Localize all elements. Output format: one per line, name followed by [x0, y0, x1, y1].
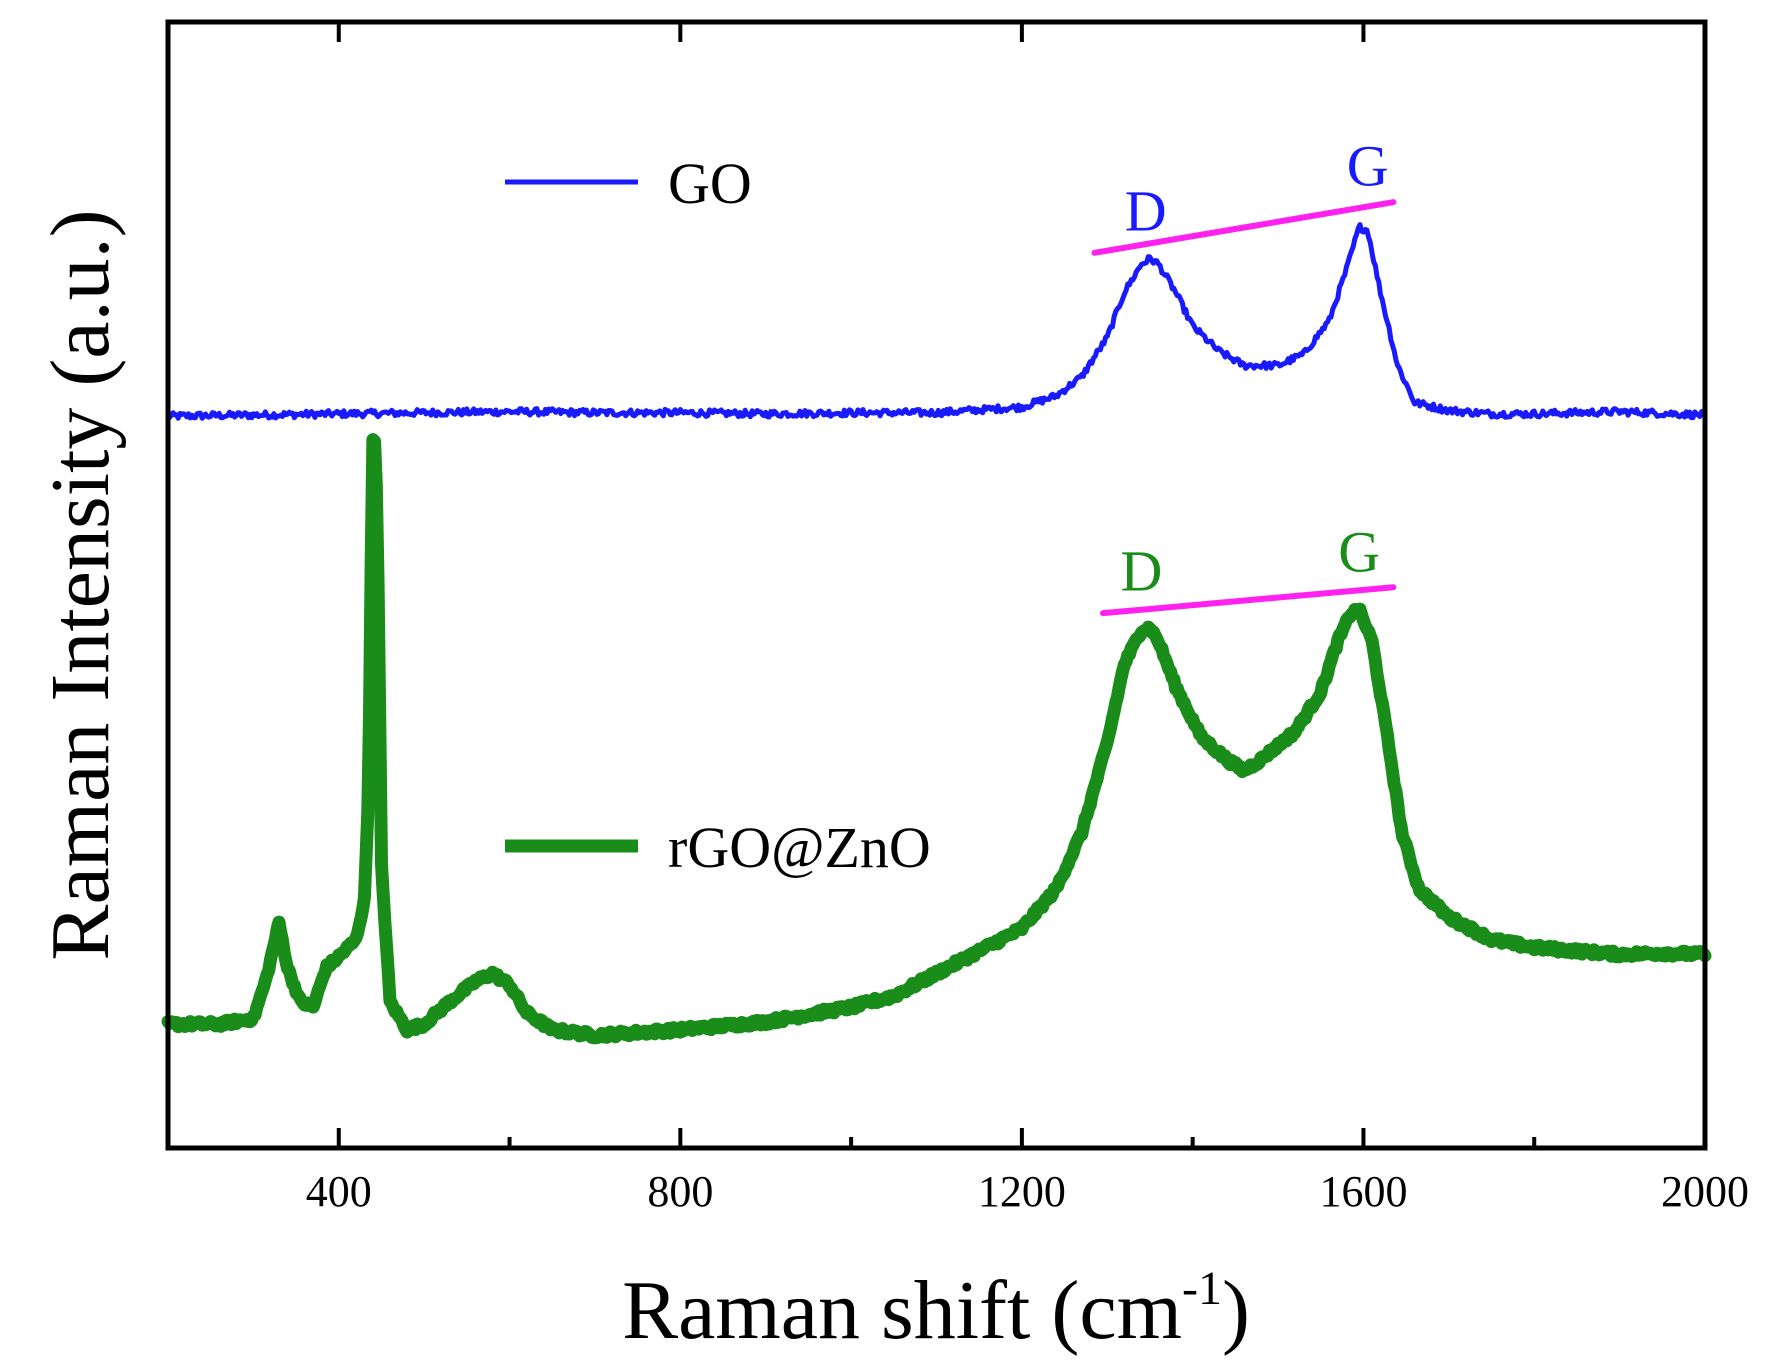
- series-line-go: [165, 222, 1708, 421]
- x-tick-label: 1200: [978, 1167, 1066, 1216]
- x-tick-label: 1600: [1319, 1167, 1407, 1216]
- legend-label-rgo-zno: rGO@ZnO: [668, 815, 931, 880]
- x-axis-title-superscript: -1: [1182, 1262, 1222, 1315]
- y-axis-title: Raman Intensity (a.u.): [34, 209, 127, 960]
- x-tick-label: 400: [306, 1167, 372, 1216]
- peak-label-g-2: G: [1347, 133, 1389, 198]
- x-tick-label: 2000: [1661, 1167, 1749, 1216]
- x-tick-label: 800: [647, 1167, 713, 1216]
- x-axis: 400 800 1200 1600 2000: [306, 22, 1749, 1216]
- x-axis-title-main: Raman shift (cm: [622, 1264, 1182, 1357]
- peak-label-d-1: D: [1125, 178, 1167, 243]
- legend-label-go: GO: [668, 151, 752, 216]
- series-line-rgo-zno: [161, 433, 1712, 1045]
- plot-area: D G D G: [161, 133, 1712, 1045]
- plot-frame: [165, 19, 1708, 1151]
- peak-label-d-3: D: [1120, 539, 1162, 604]
- peak-guide-line-2: [1100, 584, 1397, 617]
- peak-label-g-4: G: [1338, 519, 1380, 584]
- x-axis-title-close: ): [1222, 1264, 1250, 1357]
- legend: GO rGO@ZnO: [505, 151, 931, 880]
- peak-guide-line-1: [1091, 199, 1397, 256]
- x-axis-title: Raman shift (cm-1): [622, 1262, 1250, 1357]
